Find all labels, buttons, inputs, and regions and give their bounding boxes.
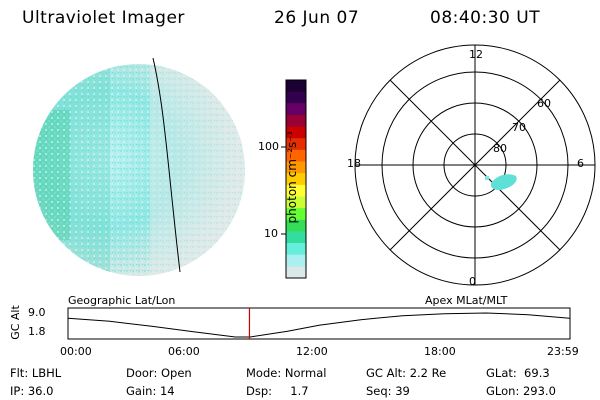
gain-info: Gain: 14 [126, 384, 175, 398]
colorbar-segment [286, 243, 306, 256]
mlt-label-12: 12 [469, 48, 483, 61]
aurora-patch [490, 174, 517, 190]
terminator-line [152, 57, 181, 273]
timeline-xtick-4: 23:59 [547, 345, 579, 358]
date-label: 26 Jun 07 [274, 8, 360, 28]
colorbar-segment [286, 161, 306, 174]
mlt-label-18: 18 [347, 157, 361, 170]
colorbar-segment [286, 149, 306, 163]
colorbar-segment [286, 103, 306, 116]
colorbar-segment [286, 173, 306, 186]
mlat-label-60: 60 [537, 97, 551, 110]
mode-info: Mode: Normal [246, 366, 327, 380]
timeline-xtick-0: 00:00 [60, 345, 92, 358]
dsp-info: Dsp: 1.7 [246, 384, 309, 398]
glon-info: GLon: 293.0 [486, 384, 556, 398]
altitude-track [67, 312, 570, 338]
ip-info: IP: 36.0 [10, 384, 54, 398]
filter-info: Flt: LBHL [10, 366, 62, 380]
colorbar-segment [286, 208, 306, 221]
mlt-label-0: 0 [469, 275, 476, 288]
timeline-right-title: Apex MLat/MLT [425, 294, 508, 307]
time-label: 08:40:30 UT [430, 8, 541, 28]
timeline-ytick-top: 9.0 [28, 306, 46, 319]
mlat-label-70: 70 [512, 121, 526, 134]
mlt-label-6: 6 [577, 157, 584, 170]
colorbar-segment [286, 219, 306, 232]
door-info: Door: Open [126, 366, 192, 380]
mlat-label-80: 80 [493, 142, 507, 155]
instrument-title: Ultraviolet Imager [22, 8, 185, 28]
colorbar-segment [286, 196, 306, 209]
gc-alt-info: GC Alt: 2.2 Re [366, 366, 447, 380]
colorbar-segment [286, 126, 306, 139]
colorbar-segment [286, 114, 306, 128]
timeline-xtick-3: 18:00 [424, 345, 456, 358]
timeline-xtick-1: 06:00 [168, 345, 200, 358]
colorbar-tick-100-label: 100 [258, 140, 279, 153]
timeline-xtick-2: 12:00 [296, 345, 328, 358]
colorbar-segment [286, 254, 306, 267]
timeline-left-title: Geographic Lat/Lon [68, 294, 176, 307]
timeline-frame [67, 307, 571, 340]
colorbar-tick-10-label: 10 [264, 227, 278, 240]
seq-info: Seq: 39 [366, 384, 410, 398]
colorbar-segment [286, 266, 306, 279]
glat-info: GLat: 69.3 [486, 366, 550, 380]
colorbar-segment [286, 231, 306, 244]
colorbar-segment [286, 91, 306, 104]
colorbar-segment [286, 138, 306, 151]
colorbar [286, 80, 306, 279]
colorbar-segment [286, 184, 306, 197]
colorbar-segment [286, 80, 306, 93]
timeline-ytick-bottom: 1.8 [28, 325, 46, 338]
